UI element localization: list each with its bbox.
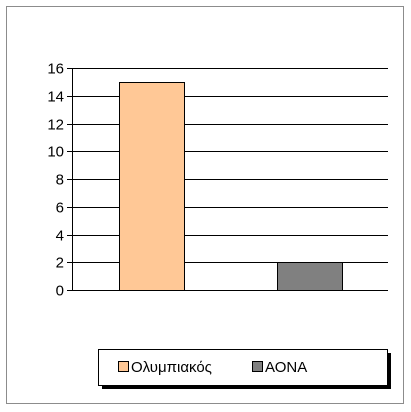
bar-aona (277, 262, 343, 291)
y-tick-label: 6 (56, 200, 64, 217)
y-tick-label: 0 (56, 283, 64, 300)
y-tick-label: 16 (47, 61, 64, 78)
legend-label-olympiakos: Ολυμπιακός (131, 359, 212, 376)
legend-box (98, 349, 388, 386)
y-tick-label: 4 (56, 228, 64, 245)
y-tick-label: 10 (47, 144, 64, 161)
y-tick-label: 8 (56, 172, 64, 189)
legend-swatch-aona (252, 361, 263, 372)
y-tick-label: 2 (56, 255, 64, 272)
legend-items: Ολυμπιακός ΑΟΝΑ (118, 359, 307, 376)
legend: Ολυμπιακός ΑΟΝΑ (98, 349, 391, 389)
legend-swatch-olympiakos (118, 361, 129, 372)
y-tick-labels: 0 2 4 6 8 10 12 14 16 (47, 61, 64, 300)
bars (119, 82, 343, 291)
legend-label-aona: ΑΟΝΑ (265, 359, 307, 376)
bar-olympiakos (119, 82, 185, 291)
y-tick-label: 12 (47, 117, 64, 134)
y-tick-label: 14 (47, 89, 64, 106)
